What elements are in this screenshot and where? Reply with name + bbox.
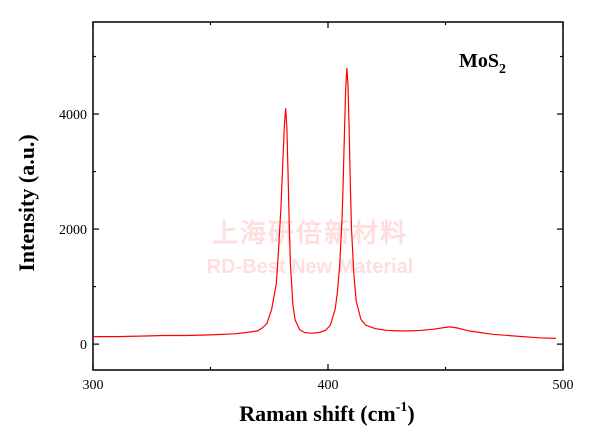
y-tick-label: 2000 [59, 223, 87, 238]
x-tick-label: 300 [83, 378, 104, 393]
x-tick-label: 500 [553, 378, 574, 393]
y-tick-label: 4000 [59, 108, 87, 123]
y-tick-label: 0 [80, 338, 87, 353]
watermark-english: RD-Best New Material [207, 256, 414, 278]
annotation-text: MoS [459, 50, 499, 72]
x-tick-label: 400 [318, 378, 339, 393]
annotation-subscript: 2 [499, 62, 506, 77]
plot-frame [92, 21, 564, 371]
series-line-mos2 [93, 67, 557, 339]
axis-ticks: 300 400 500 0 2000 4000 [59, 22, 574, 393]
x-axis-title-text: Raman shift (cm [239, 401, 395, 426]
x-axis-title-superscript: -1 [396, 400, 408, 415]
watermark-chinese: 上海研倍新材料 [212, 218, 408, 249]
y-axis-title: Intensity (a.u.) [14, 134, 39, 272]
watermark: 上海研倍新材料 RD-Best New Material [207, 218, 414, 278]
x-axis-title-tail: ) [407, 401, 414, 426]
annotation-mos2: MoS2 [459, 50, 506, 77]
x-axis-title: Raman shift (cm-1) [239, 400, 414, 426]
